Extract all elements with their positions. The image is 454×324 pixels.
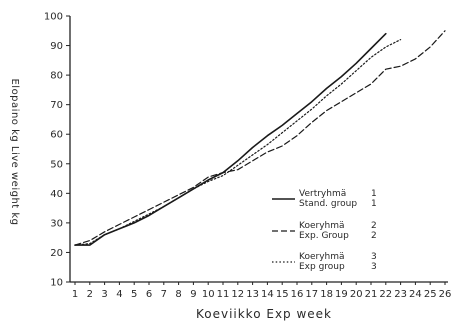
- legend-label-en: Exp. Group: [299, 231, 349, 241]
- x-ticks: 1 2 3 4 5 6 7 8 9 10 11 12 13 14 15 16 17 18 19 20 21 22 23 24 2…: [72, 282, 452, 300]
- x-tick-label: 12: [231, 289, 244, 300]
- x-tick-label: 20: [350, 289, 363, 300]
- legend-label-fi: Vertryhmä: [299, 189, 346, 199]
- x-tick-label: 17: [305, 289, 318, 300]
- x-tick-label: 7: [161, 289, 167, 300]
- x-tick-label: 9: [190, 289, 196, 300]
- legend-label-fi: Koeryhmä: [299, 252, 345, 262]
- y-axis-label: Elopaino kg Live weight kg: [9, 78, 20, 225]
- y-tick-label: 50: [50, 159, 63, 170]
- y-tick-label: 60: [50, 130, 63, 141]
- x-tick-label: 3: [101, 289, 107, 300]
- x-tick-label: 6: [146, 289, 152, 300]
- legend-label-fi: Koeryhmä: [299, 221, 345, 231]
- x-tick-label: 23: [394, 289, 407, 300]
- legend-number: 2: [371, 231, 377, 241]
- x-tick-label: 11: [217, 289, 230, 300]
- y-tick-label: 20: [50, 248, 63, 259]
- y-tick-label: 100: [44, 12, 63, 23]
- y-tick-label: 10: [50, 278, 63, 289]
- x-tick-label: 25: [424, 289, 437, 300]
- legend-label-en: Stand. group: [299, 199, 357, 209]
- x-axis-label: Koeviikko Exp week: [196, 307, 332, 321]
- x-tick-label: 8: [175, 289, 181, 300]
- legend-number: 1: [371, 199, 377, 209]
- legend-number: 1: [371, 189, 377, 199]
- x-tick-label: 15: [276, 289, 289, 300]
- x-tick-label: 19: [335, 289, 348, 300]
- x-tick-label: 4: [116, 289, 122, 300]
- x-tick-label: 10: [202, 289, 215, 300]
- y-tick-label: 30: [50, 218, 63, 229]
- x-tick-label: 13: [246, 289, 259, 300]
- x-tick-label: 18: [320, 289, 333, 300]
- legend-label-en: Exp group: [299, 262, 345, 272]
- axes: [69, 16, 448, 283]
- legend-number: 3: [371, 262, 377, 272]
- legend-number: 3: [371, 252, 377, 262]
- y-tick-label: 70: [50, 100, 63, 111]
- x-tick-label: 2: [87, 289, 93, 300]
- y-ticks: 10 20 30 40 50 60 70 80 90 100: [44, 12, 70, 289]
- series-line-1: [74, 32, 387, 246]
- x-tick-label: 14: [261, 289, 274, 300]
- x-tick-label: 26: [439, 289, 452, 300]
- x-tick-label: 1: [72, 289, 78, 300]
- y-tick-label: 90: [50, 41, 63, 52]
- series-lines: [74, 30, 446, 246]
- y-tick-label: 80: [50, 71, 63, 82]
- x-tick-label: 22: [379, 289, 392, 300]
- series-line-3: [74, 38, 402, 246]
- legend-number: 2: [371, 221, 377, 231]
- x-tick-label: 5: [131, 289, 137, 300]
- x-tick-label: 16: [291, 289, 304, 300]
- series-line-2: [74, 30, 446, 246]
- x-tick-label: 21: [365, 289, 378, 300]
- x-tick-label: 24: [409, 289, 422, 300]
- y-tick-label: 40: [50, 189, 63, 200]
